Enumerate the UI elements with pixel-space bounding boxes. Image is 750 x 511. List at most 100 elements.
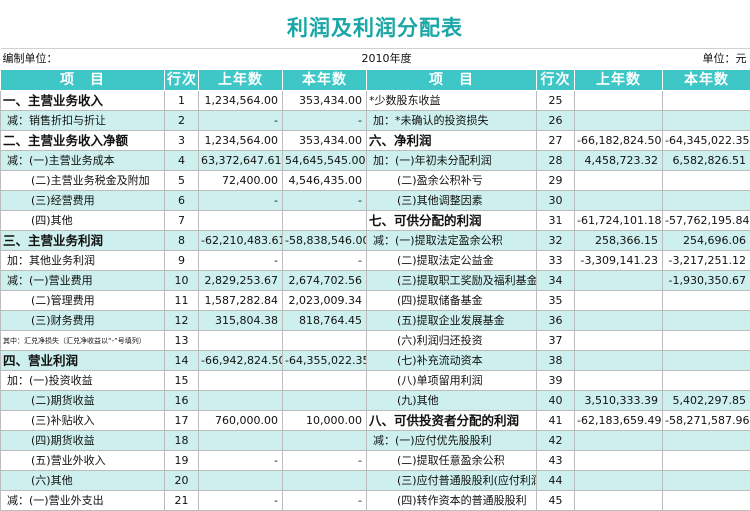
cell-item-right[interactable]: (八)单项留用利润: [367, 371, 537, 391]
cell-item-right[interactable]: 六、净利润: [367, 131, 537, 151]
cell-item-left[interactable]: 一、主营业务收入: [1, 91, 165, 111]
cell-prev-right[interactable]: -62,183,659.49: [575, 411, 663, 431]
cell-item-right[interactable]: (三)其他调整因素: [367, 191, 537, 211]
cell-curr-left[interactable]: 2,023,009.34: [283, 291, 367, 311]
cell-prev-right[interactable]: [575, 351, 663, 371]
cell-line-right[interactable]: 29: [537, 171, 575, 191]
cell-prev-left[interactable]: 1,587,282.84: [199, 291, 283, 311]
cell-item-left[interactable]: 四、营业利润: [1, 351, 165, 371]
cell-curr-right[interactable]: -58,271,587.96: [663, 411, 750, 431]
cell-line-right[interactable]: 42: [537, 431, 575, 451]
cell-line-left[interactable]: 10: [165, 271, 199, 291]
cell-line-left[interactable]: 4: [165, 151, 199, 171]
cell-curr-right[interactable]: -64,345,022.35: [663, 131, 750, 151]
cell-item-right[interactable]: (四)提取储备基金: [367, 291, 537, 311]
cell-prev-right[interactable]: [575, 171, 663, 191]
cell-curr-right[interactable]: [663, 451, 750, 471]
cell-prev-left[interactable]: [199, 431, 283, 451]
cell-curr-right[interactable]: [663, 311, 750, 331]
cell-curr-right[interactable]: [663, 331, 750, 351]
cell-curr-right[interactable]: [663, 371, 750, 391]
cell-curr-left[interactable]: -: [283, 451, 367, 471]
cell-prev-right[interactable]: -3,309,141.23: [575, 251, 663, 271]
cell-line-right[interactable]: 35: [537, 291, 575, 311]
cell-prev-right[interactable]: -66,182,824.50: [575, 131, 663, 151]
cell-prev-right[interactable]: [575, 91, 663, 111]
cell-line-right[interactable]: 36: [537, 311, 575, 331]
cell-item-left[interactable]: 减：销售折扣与折让: [1, 111, 165, 131]
cell-item-left[interactable]: 三、主营业务利润: [1, 231, 165, 251]
cell-curr-right[interactable]: -57,762,195.84: [663, 211, 750, 231]
cell-line-right[interactable]: 37: [537, 331, 575, 351]
cell-curr-left[interactable]: [283, 211, 367, 231]
cell-item-left[interactable]: (五)营业外收入: [1, 451, 165, 471]
cell-item-left[interactable]: (三)财务费用: [1, 311, 165, 331]
cell-curr-right[interactable]: [663, 91, 750, 111]
cell-item-left[interactable]: (六)其他: [1, 471, 165, 491]
cell-line-right[interactable]: 30: [537, 191, 575, 211]
cell-line-left[interactable]: 1: [165, 91, 199, 111]
cell-line-right[interactable]: 43: [537, 451, 575, 471]
cell-prev-left[interactable]: [199, 331, 283, 351]
cell-prev-left[interactable]: [199, 471, 283, 491]
cell-item-left[interactable]: 加：其他业务利润: [1, 251, 165, 271]
cell-item-left[interactable]: (三)补贴收入: [1, 411, 165, 431]
cell-prev-right[interactable]: [575, 331, 663, 351]
cell-item-right[interactable]: (七)补充流动资本: [367, 351, 537, 371]
cell-curr-left[interactable]: 54,645,545.00: [283, 151, 367, 171]
cell-line-left[interactable]: 20: [165, 471, 199, 491]
cell-curr-right[interactable]: [663, 431, 750, 451]
cell-item-left[interactable]: (二)管理费用: [1, 291, 165, 311]
cell-curr-right[interactable]: [663, 191, 750, 211]
cell-prev-right[interactable]: 3,510,333.39: [575, 391, 663, 411]
cell-curr-left[interactable]: -64,355,022.35: [283, 351, 367, 371]
cell-item-right[interactable]: (五)提取企业发展基金: [367, 311, 537, 331]
cell-prev-right[interactable]: [575, 271, 663, 291]
cell-line-left[interactable]: 15: [165, 371, 199, 391]
cell-prev-left[interactable]: -: [199, 251, 283, 271]
cell-prev-right[interactable]: -61,724,101.18: [575, 211, 663, 231]
cell-line-right[interactable]: 38: [537, 351, 575, 371]
cell-line-right[interactable]: 25: [537, 91, 575, 111]
cell-prev-right[interactable]: [575, 191, 663, 211]
cell-line-left[interactable]: 6: [165, 191, 199, 211]
cell-item-left[interactable]: (四)其他: [1, 211, 165, 231]
cell-item-left[interactable]: (二)主营业务税金及附加: [1, 171, 165, 191]
cell-line-right[interactable]: 31: [537, 211, 575, 231]
cell-prev-right[interactable]: [575, 291, 663, 311]
cell-line-left[interactable]: 8: [165, 231, 199, 251]
cell-curr-left[interactable]: -: [283, 191, 367, 211]
cell-prev-right[interactable]: [575, 451, 663, 471]
cell-line-right[interactable]: 41: [537, 411, 575, 431]
cell-prev-left[interactable]: -62,210,483.61: [199, 231, 283, 251]
cell-line-left[interactable]: 3: [165, 131, 199, 151]
cell-item-left[interactable]: 其中：汇兑净损失（汇兑净收益以“-”号填列）: [1, 331, 165, 351]
cell-item-right[interactable]: (二)盈余公积补亏: [367, 171, 537, 191]
cell-line-left[interactable]: 11: [165, 291, 199, 311]
cell-line-left[interactable]: 16: [165, 391, 199, 411]
cell-line-left[interactable]: 19: [165, 451, 199, 471]
cell-line-left[interactable]: 2: [165, 111, 199, 131]
cell-curr-left[interactable]: 353,434.00: [283, 91, 367, 111]
cell-item-right[interactable]: (三)应付普通股股利(应付利润): [367, 471, 537, 491]
cell-line-right[interactable]: 34: [537, 271, 575, 291]
cell-prev-right[interactable]: [575, 311, 663, 331]
cell-item-right[interactable]: (九)其他: [367, 391, 537, 411]
cell-prev-right[interactable]: [575, 431, 663, 451]
cell-item-right[interactable]: 加：(一)年初未分配利润: [367, 151, 537, 171]
cell-curr-left[interactable]: -58,838,546.00: [283, 231, 367, 251]
cell-line-left[interactable]: 14: [165, 351, 199, 371]
cell-curr-left[interactable]: 818,764.45: [283, 311, 367, 331]
cell-prev-left[interactable]: 1,234,564.00: [199, 91, 283, 111]
cell-prev-left[interactable]: [199, 371, 283, 391]
cell-curr-right[interactable]: 254,696.06: [663, 231, 750, 251]
cell-line-left[interactable]: 12: [165, 311, 199, 331]
cell-curr-right[interactable]: [663, 171, 750, 191]
cell-curr-right[interactable]: [663, 471, 750, 491]
cell-line-left[interactable]: 17: [165, 411, 199, 431]
cell-line-right[interactable]: 27: [537, 131, 575, 151]
cell-line-right[interactable]: 28: [537, 151, 575, 171]
cell-item-left[interactable]: (二)期货收益: [1, 391, 165, 411]
cell-item-left[interactable]: 二、主营业务收入净额: [1, 131, 165, 151]
cell-curr-left[interactable]: [283, 471, 367, 491]
